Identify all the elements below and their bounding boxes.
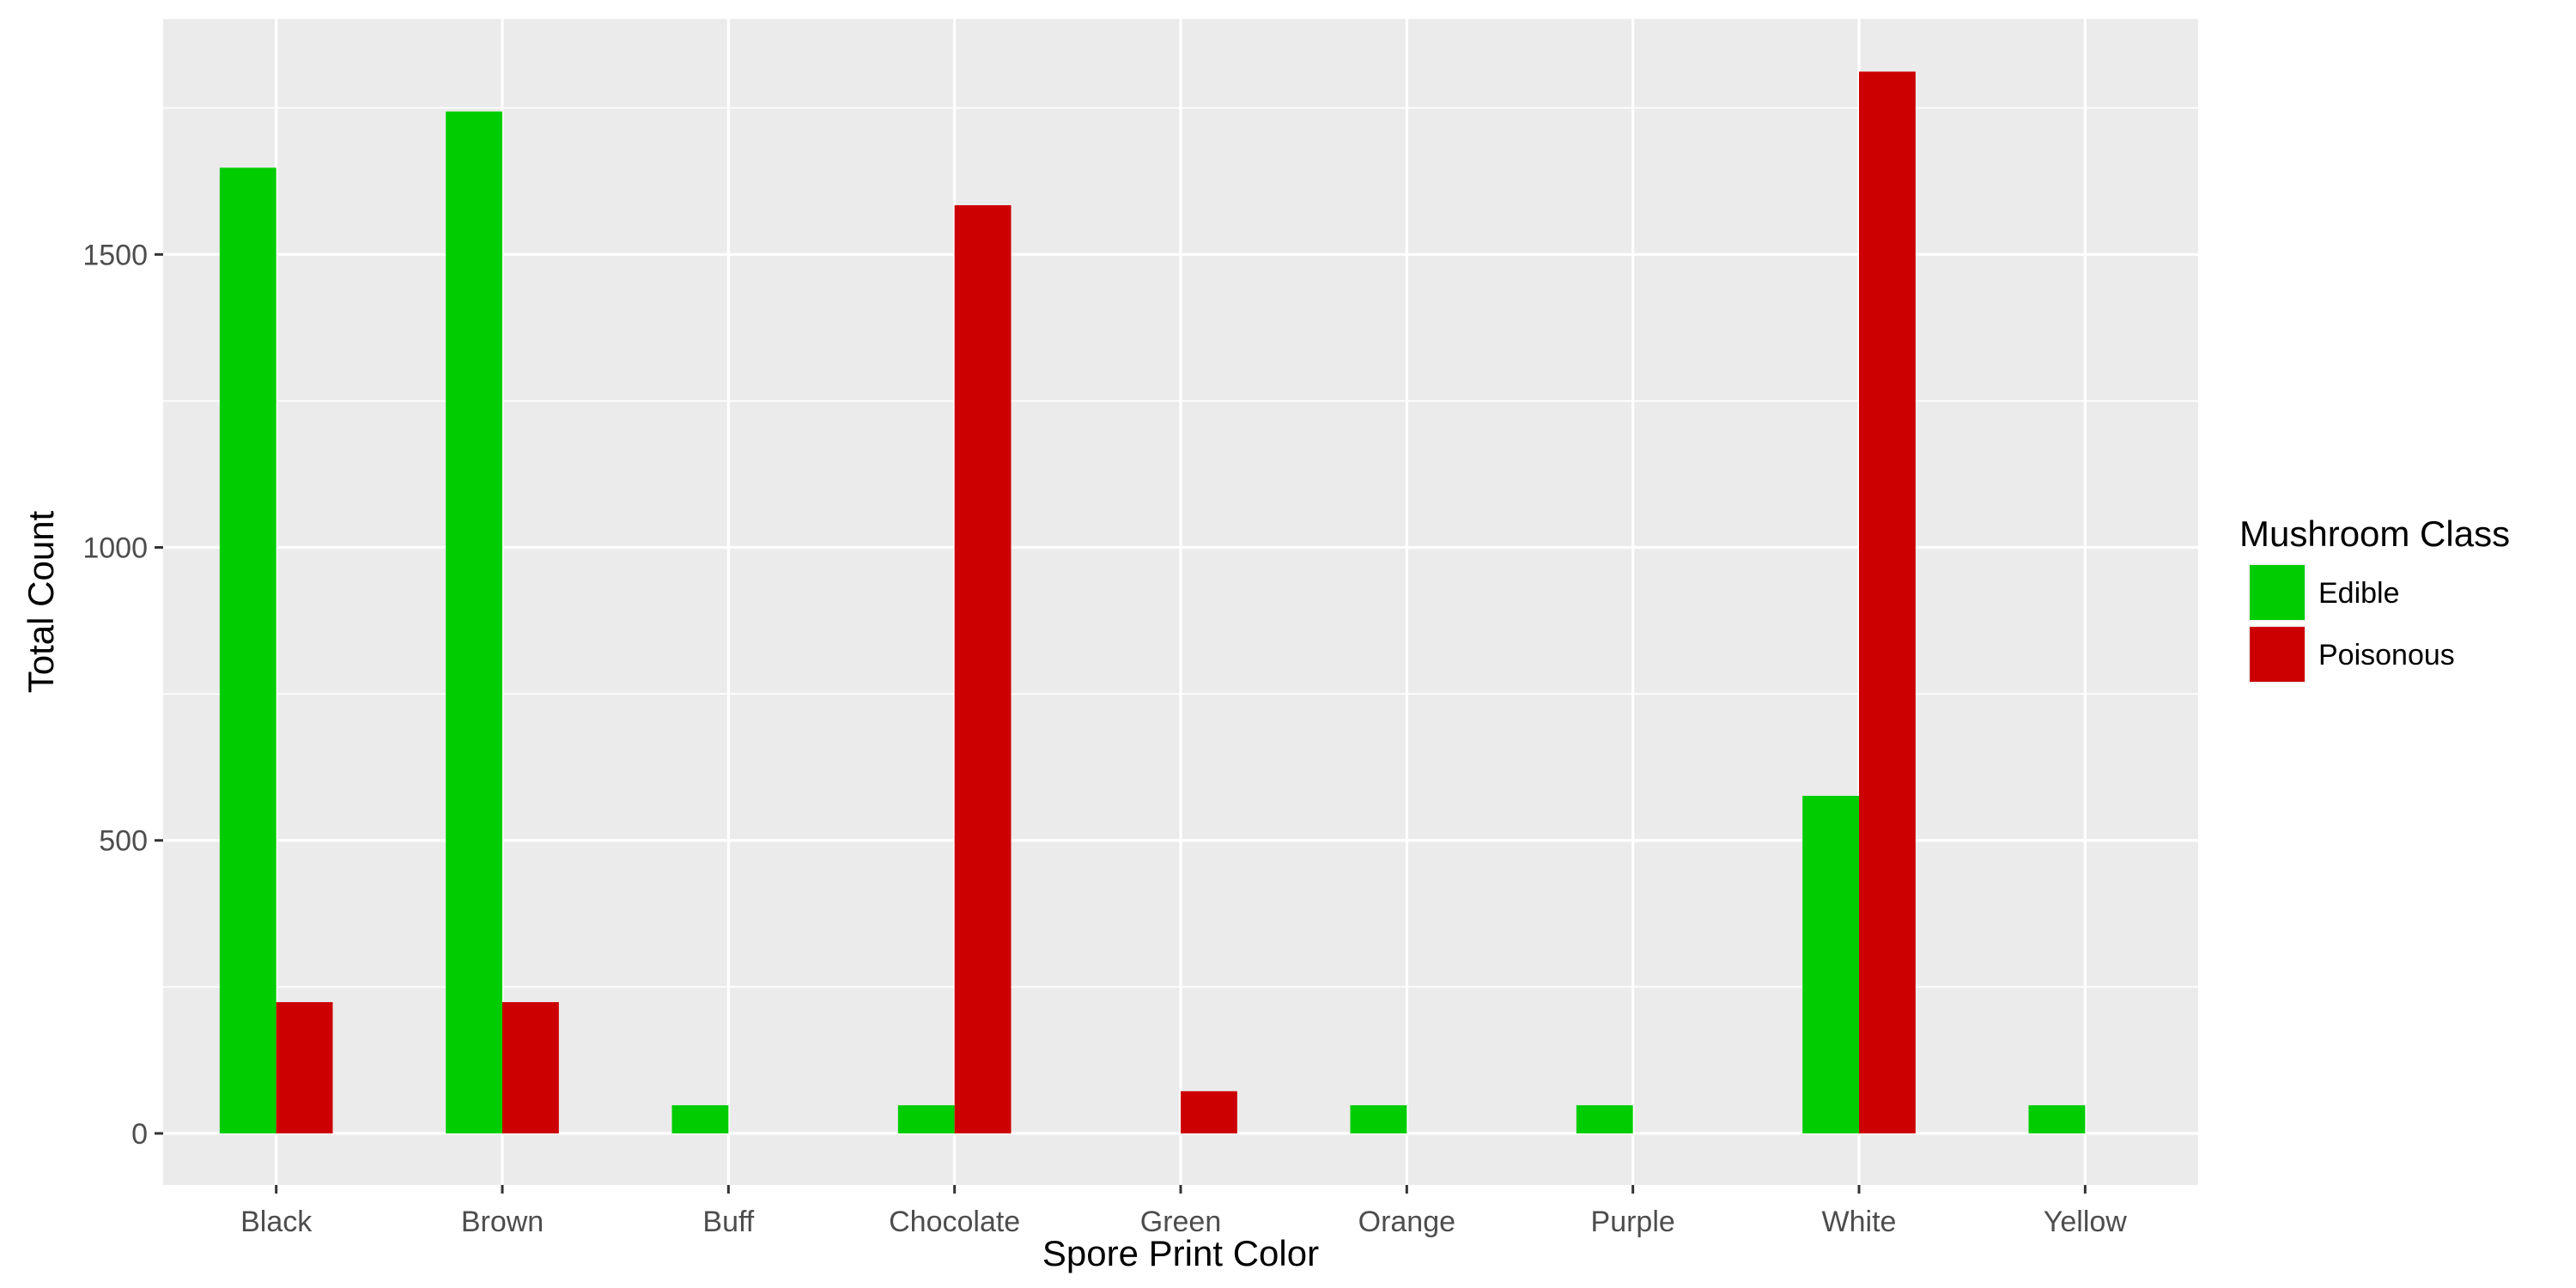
x-axis: Black Brown Buff Chocolate Green Orange Purple… bbox=[240, 1185, 2127, 1238]
y-tick-label: 1000 bbox=[82, 532, 148, 565]
y-tick-label: 0 bbox=[131, 1118, 148, 1151]
bar-edible-white bbox=[1802, 795, 1859, 1133]
bars bbox=[219, 71, 2086, 1133]
bar-edible-orange bbox=[1350, 1105, 1407, 1133]
bar-edible-black bbox=[219, 167, 276, 1133]
x-tick-label: Buff bbox=[702, 1206, 754, 1238]
x-tick-label: Chocolate bbox=[889, 1206, 1020, 1238]
bar-edible-buff bbox=[671, 1105, 729, 1133]
x-tick-label: Orange bbox=[1358, 1206, 1455, 1238]
legend-key-poisonous bbox=[2250, 627, 2305, 682]
y-tick-label: 500 bbox=[99, 825, 148, 858]
bar-poisonous-green bbox=[1181, 1091, 1237, 1133]
legend-label-poisonous: Poisonous bbox=[2318, 639, 2455, 671]
x-tick-label: Yellow bbox=[2044, 1206, 2127, 1238]
bar-poisonous-chocolate bbox=[954, 205, 1012, 1133]
bar-edible-yellow bbox=[2028, 1105, 2086, 1133]
x-tick-label: Brown bbox=[461, 1206, 544, 1238]
y-tick-label: 1500 bbox=[82, 239, 148, 271]
y-axis-title: Total Count bbox=[21, 510, 61, 693]
x-axis-title: Spore Print Color bbox=[1042, 1233, 1319, 1273]
bar-poisonous-white bbox=[1859, 71, 1916, 1133]
y-axis: 0 500 1000 1500 bbox=[82, 239, 163, 1151]
bar-poisonous-brown bbox=[502, 1002, 559, 1133]
bar-edible-purple bbox=[1576, 1105, 1633, 1133]
bar-edible-brown bbox=[446, 111, 502, 1133]
bar-poisonous-black bbox=[276, 1002, 333, 1133]
bar-edible-chocolate bbox=[897, 1105, 955, 1133]
legend-key-edible bbox=[2250, 565, 2305, 620]
x-tick-label: Green bbox=[1140, 1206, 1222, 1238]
x-tick-label: Purple bbox=[1591, 1206, 1675, 1238]
legend: Mushroom Class Edible Poisonous bbox=[2239, 513, 2510, 683]
x-tick-label: Black bbox=[240, 1206, 313, 1238]
legend-label-edible: Edible bbox=[2318, 577, 2400, 610]
x-tick-label: White bbox=[1822, 1206, 1897, 1238]
legend-title: Mushroom Class bbox=[2239, 513, 2510, 554]
